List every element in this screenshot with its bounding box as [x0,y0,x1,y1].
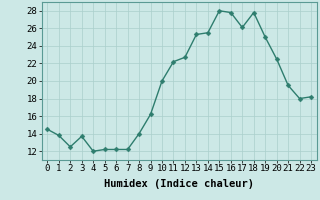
X-axis label: Humidex (Indice chaleur): Humidex (Indice chaleur) [104,179,254,189]
